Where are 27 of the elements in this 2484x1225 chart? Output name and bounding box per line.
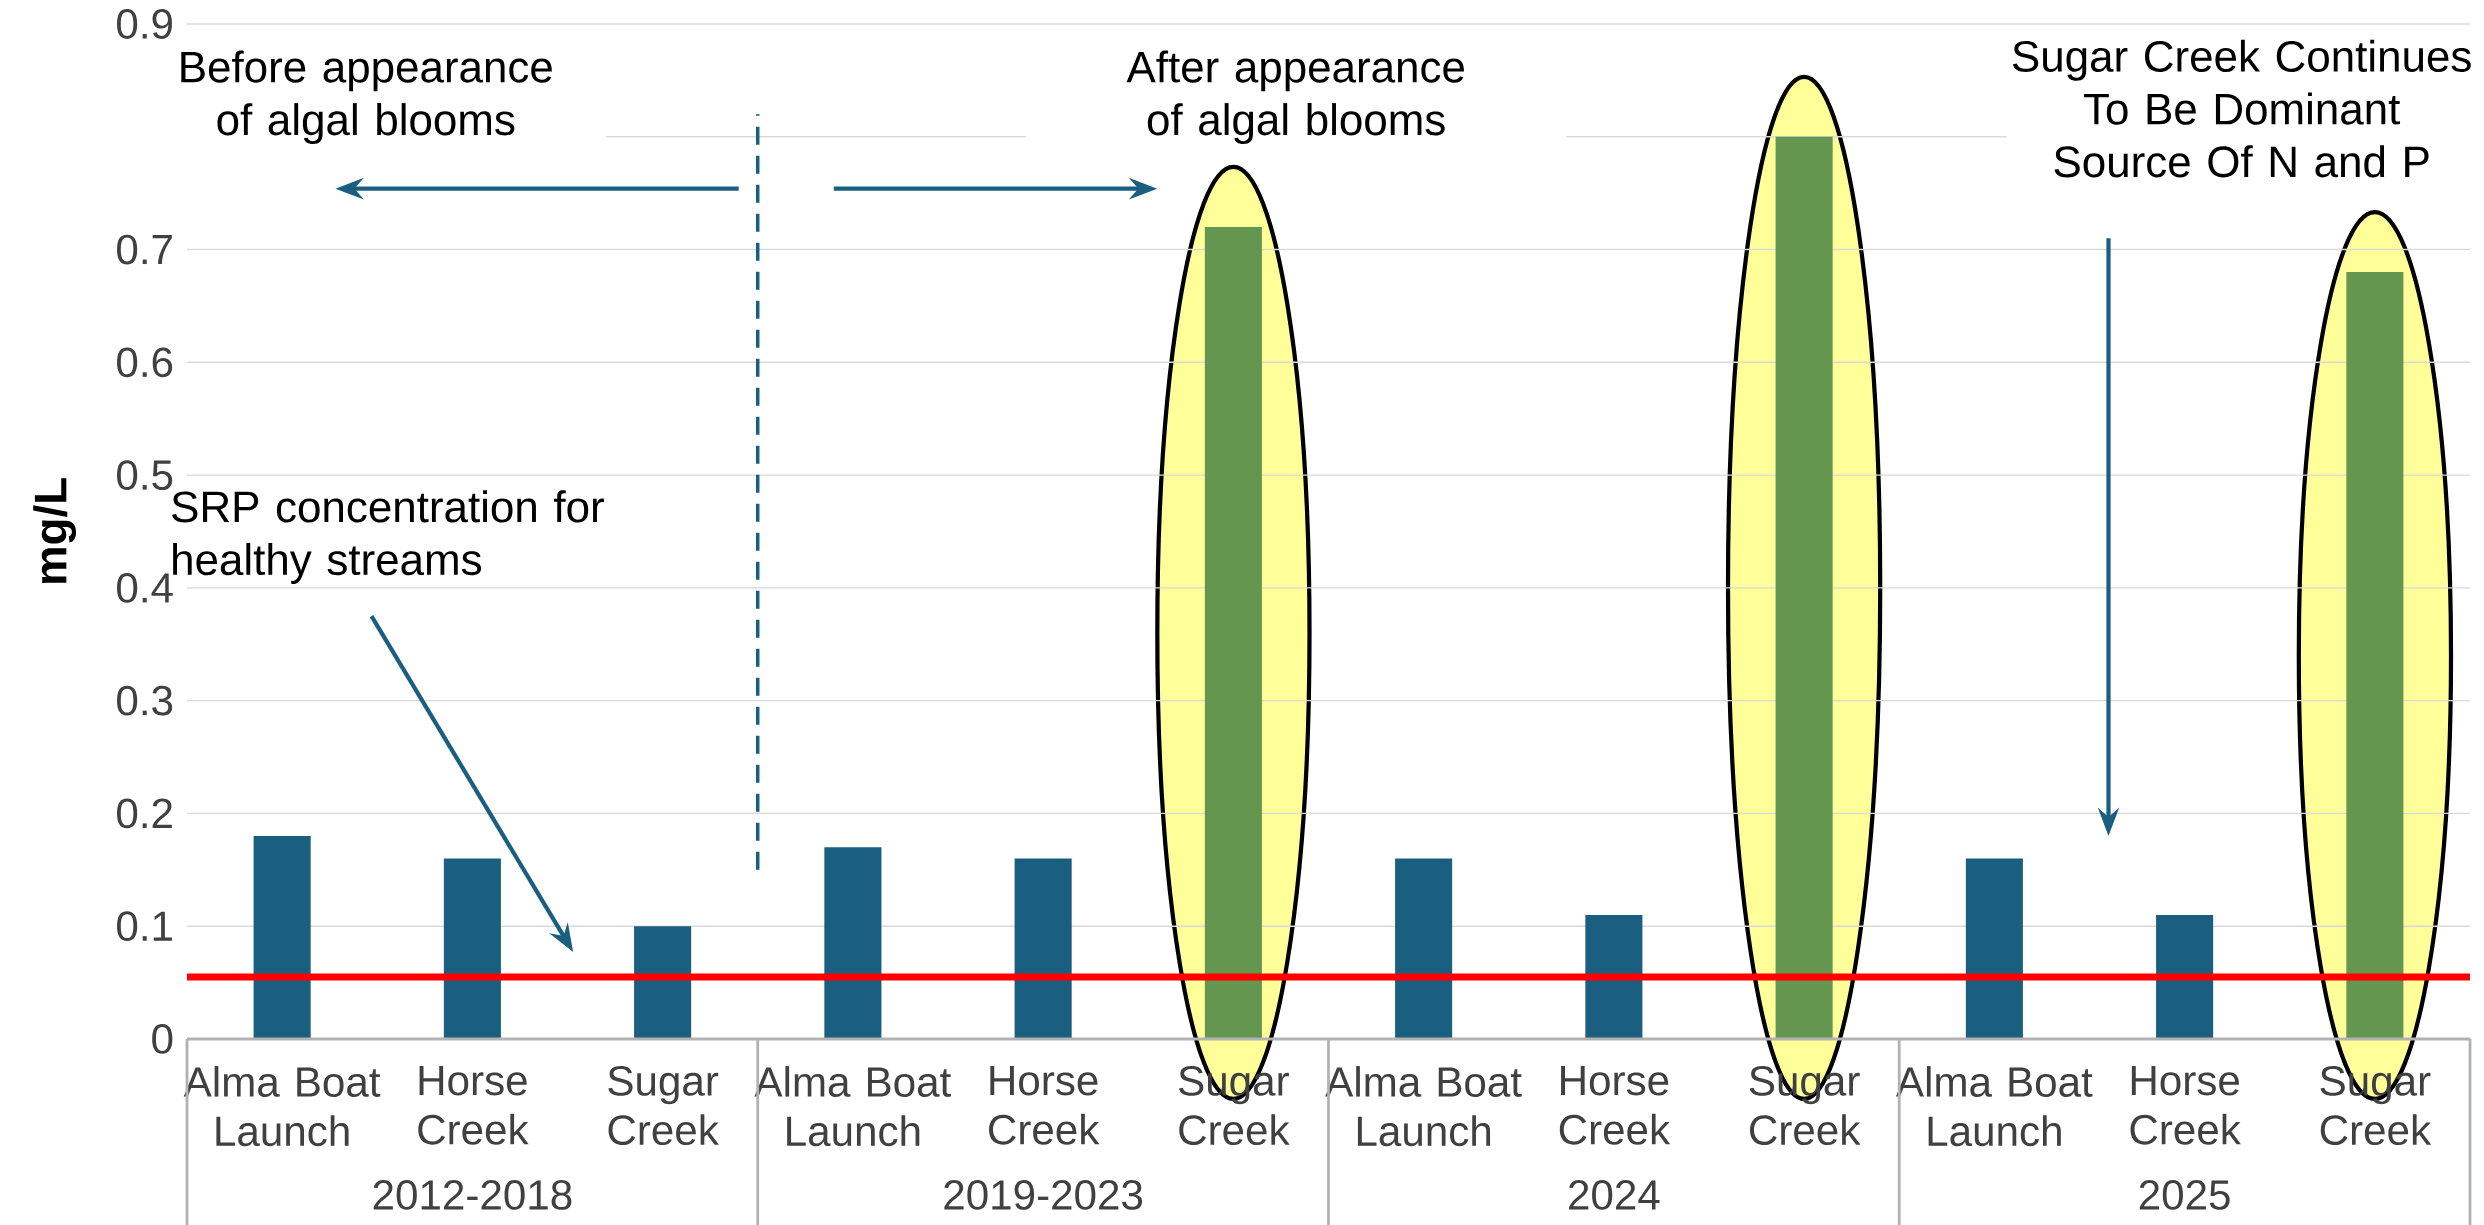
y-tick-label: 0.1 [117,911,172,942]
y-tick-label: 0.9 [117,9,172,39]
x-tick-label: Alma Boat Launch [1895,1066,2093,1147]
annotation: Before appearance of algal blooms [181,50,552,145]
annotation: SRP concentration for healthy streams [172,490,604,584]
text: 2024 [1569,1180,1660,1210]
x-tick-label: Alma Boat Launch [1325,1066,1522,1147]
x-tick-label: Horse Creek [989,1066,1100,1145]
y-tick-label: 0.4 [117,572,173,603]
x-tick-label: Sugar Creek [608,1066,719,1146]
text: 2019-2023 [944,1180,1143,1210]
x-tick-label: Horse Creek [1559,1066,1671,1145]
x-tick-label: Horse Creek [2130,1066,2241,1145]
x-tick-label: Alma Boat Launch [183,1066,381,1147]
x-tick-label: Alma Boat Launch [754,1066,951,1147]
annotation: Sugar Creek Continues To Be Dominant Source Of N and P [2012,39,2471,178]
y-tick-label: 0.6 [117,347,173,378]
text: 2012-2018 [373,1180,572,1210]
y-tick-label: 0.2 [117,798,172,829]
annotation: After appearance of algal blooms [1126,50,1464,145]
y-tick-label: 0.5 [117,460,173,491]
y-tick-label: 0.3 [117,685,173,716]
y-tick-label: 0.7 [117,234,172,265]
y-tick-label: 0 [152,1024,173,1054]
x-tick-label: Horse Creek [418,1066,529,1145]
y-axis-title: mg/L [33,478,77,584]
text: 2025 [2139,1180,2230,1210]
